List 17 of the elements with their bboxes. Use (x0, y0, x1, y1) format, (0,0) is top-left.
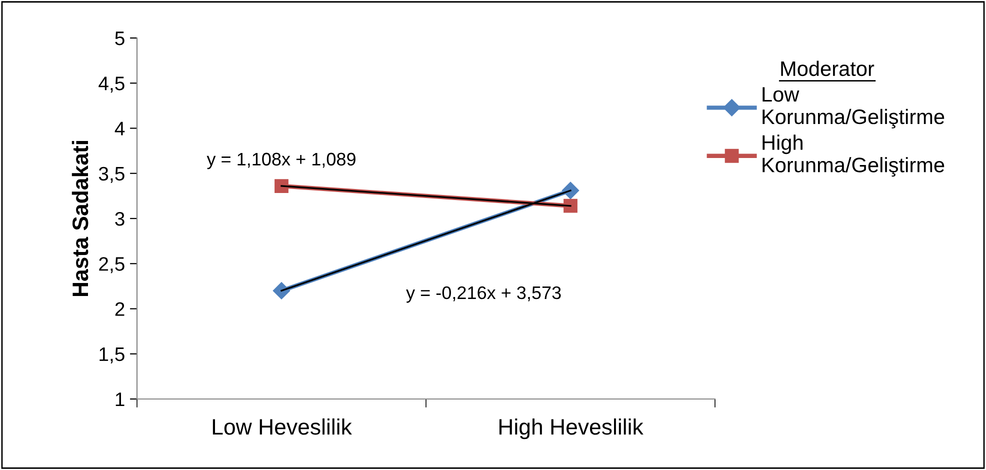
y-tick-label: 2 (115, 302, 124, 316)
x-tick-label: Low Heveslilik (212, 418, 352, 435)
y-tick-label: 5 (115, 32, 124, 46)
annotation: y = 1,108x + 1,089 (206, 152, 356, 170)
y-tick-label: 3,5 (98, 166, 124, 183)
y-tick-label: 4 (114, 122, 125, 136)
y-axis-title: Hasta Sadakati (72, 141, 88, 296)
y-tick-label: 3 (115, 212, 124, 226)
annotation: y = -0,216x + 3,573 (406, 286, 561, 303)
y-tick-label: 4,5 (98, 76, 124, 93)
y-tick-label: 1,5 (100, 348, 124, 364)
legend-label: High Korunma/Geliştirme (762, 134, 944, 177)
legend-label: Low Korunma/Geliştirme (762, 87, 944, 128)
x-tick-label: High Heveslilik (499, 418, 644, 440)
legend-title: Moderator (781, 60, 874, 76)
y-tick-label: 1 (116, 392, 124, 406)
y-tick-label: 2,5 (99, 257, 124, 274)
